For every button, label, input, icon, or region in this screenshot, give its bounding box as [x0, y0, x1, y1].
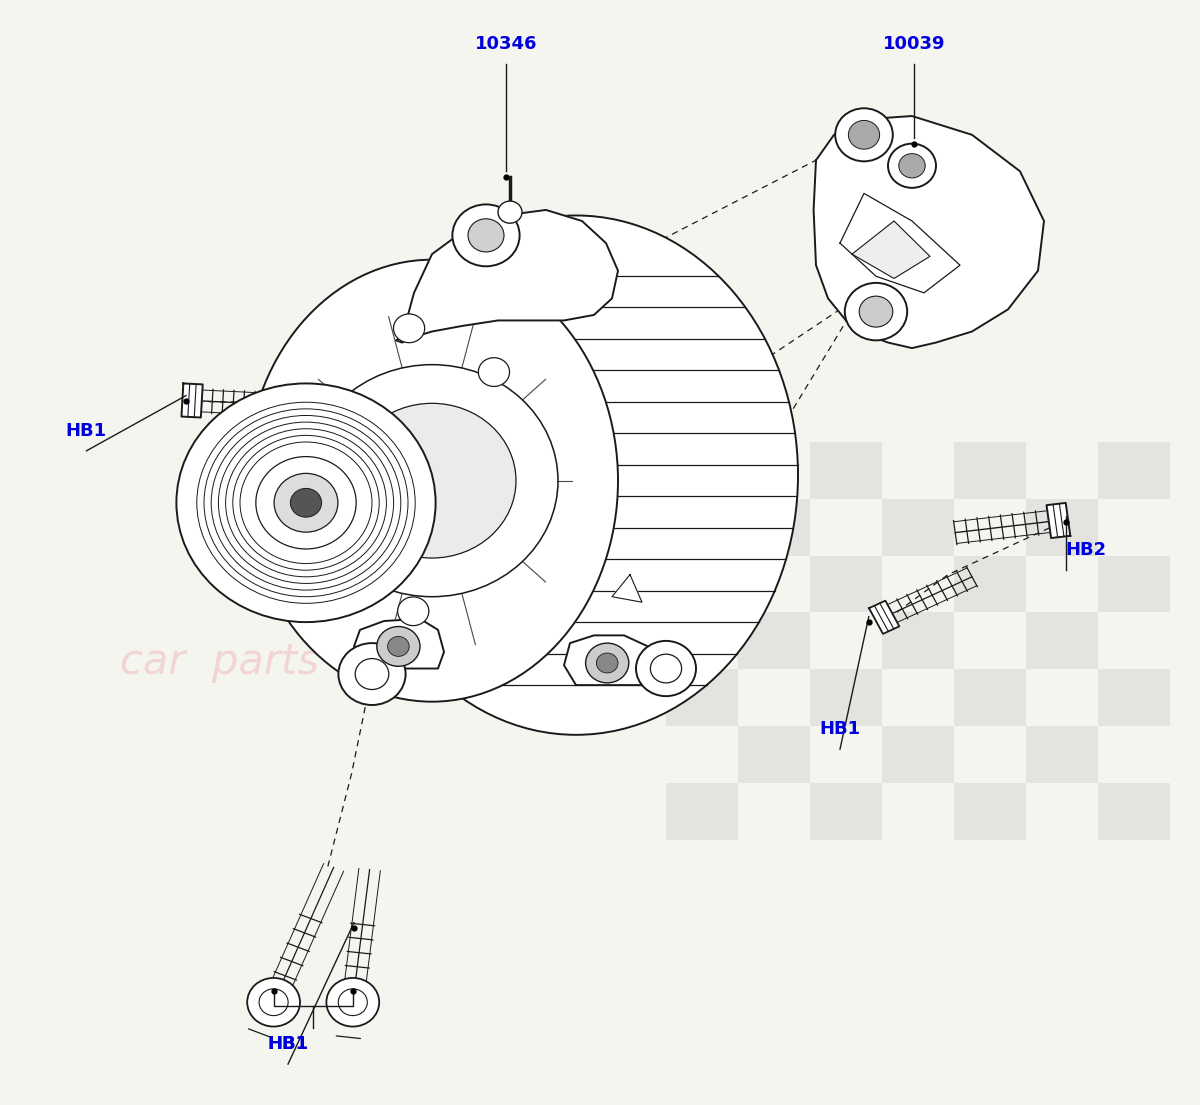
Circle shape: [247, 978, 300, 1027]
Circle shape: [452, 204, 520, 266]
Bar: [954, 442, 1026, 498]
Bar: [1098, 442, 1170, 498]
Circle shape: [256, 456, 356, 549]
Bar: [1026, 612, 1098, 670]
Polygon shape: [869, 601, 899, 634]
Bar: [1026, 726, 1098, 783]
Polygon shape: [814, 116, 1044, 348]
Ellipse shape: [354, 215, 798, 735]
Bar: [666, 783, 738, 840]
Text: HB1: HB1: [820, 720, 860, 738]
Ellipse shape: [246, 260, 618, 702]
Circle shape: [498, 201, 522, 223]
Circle shape: [314, 421, 346, 450]
Circle shape: [176, 383, 436, 622]
Text: car  parts: car parts: [120, 641, 319, 683]
Bar: [1026, 498, 1098, 556]
Circle shape: [326, 978, 379, 1027]
Bar: [738, 726, 810, 783]
Polygon shape: [564, 635, 654, 685]
Circle shape: [835, 108, 893, 161]
Circle shape: [348, 403, 516, 558]
Text: scoopia: scoopia: [216, 525, 562, 602]
Circle shape: [377, 627, 420, 666]
Circle shape: [596, 653, 618, 673]
Bar: [882, 612, 954, 670]
Circle shape: [848, 120, 880, 149]
Bar: [810, 556, 882, 612]
Circle shape: [388, 636, 409, 656]
Circle shape: [636, 641, 696, 696]
Bar: [666, 442, 738, 498]
Circle shape: [468, 219, 504, 252]
Polygon shape: [354, 619, 444, 669]
Polygon shape: [612, 575, 642, 602]
Circle shape: [845, 283, 907, 340]
Circle shape: [479, 358, 510, 387]
Bar: [810, 670, 882, 726]
Bar: [954, 783, 1026, 840]
Bar: [954, 670, 1026, 726]
Circle shape: [397, 597, 428, 625]
Bar: [810, 442, 882, 498]
Bar: [882, 726, 954, 783]
Bar: [738, 612, 810, 670]
Circle shape: [326, 508, 358, 537]
Polygon shape: [396, 210, 618, 343]
Polygon shape: [1046, 503, 1070, 538]
Circle shape: [888, 144, 936, 188]
Text: HB1: HB1: [66, 422, 107, 440]
Text: HB2: HB2: [1066, 541, 1106, 559]
Circle shape: [394, 314, 425, 343]
Bar: [738, 498, 810, 556]
Text: 10039: 10039: [883, 35, 946, 53]
Bar: [1098, 783, 1170, 840]
Circle shape: [899, 154, 925, 178]
Circle shape: [290, 488, 322, 517]
Bar: [810, 783, 882, 840]
Bar: [1098, 670, 1170, 726]
Text: 10346: 10346: [475, 35, 538, 53]
Polygon shape: [181, 383, 203, 418]
Circle shape: [586, 643, 629, 683]
Circle shape: [274, 473, 338, 533]
Circle shape: [859, 296, 893, 327]
Circle shape: [306, 365, 558, 597]
Bar: [666, 670, 738, 726]
Text: HB1: HB1: [268, 1035, 308, 1053]
Bar: [882, 498, 954, 556]
Bar: [1098, 556, 1170, 612]
Bar: [954, 556, 1026, 612]
Text: HB1: HB1: [268, 1035, 308, 1053]
Polygon shape: [852, 221, 930, 278]
Circle shape: [338, 643, 406, 705]
Polygon shape: [294, 221, 768, 685]
Bar: [666, 556, 738, 612]
